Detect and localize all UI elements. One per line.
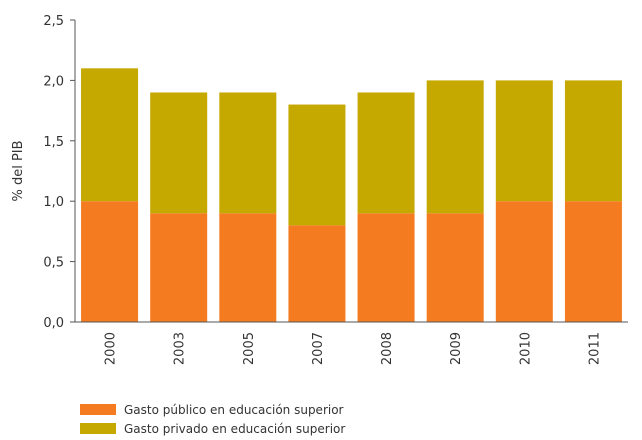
y-tick-label: 1,0 — [43, 195, 64, 210]
y-tick-label: 2,0 — [43, 74, 64, 89]
bar-public-2008 — [357, 213, 415, 322]
legend-swatch-public — [80, 404, 116, 415]
y-tick-label: 2,5 — [43, 14, 64, 29]
legend-label-public: Gasto público en educación superior — [124, 402, 344, 417]
bar-public-2005 — [219, 213, 277, 322]
y-tick-label: 1,5 — [43, 135, 64, 150]
bar-private-2011 — [564, 80, 622, 202]
x-tick-label: 2011 — [587, 332, 602, 365]
x-tick-label: 2007 — [311, 332, 326, 365]
chart-plot: 0,0 0,5 1,0 1,5 2,0 2,5 2000 2003 2005 2007 2008 2… — [11, 14, 628, 365]
x-tick-label: 2003 — [173, 332, 188, 365]
y-axis-label: % del PIB — [11, 140, 26, 201]
bar-public-2000 — [81, 201, 139, 322]
x-tick-label: 2010 — [518, 332, 533, 365]
bar-private-2007 — [288, 104, 346, 226]
bar-private-2003 — [150, 92, 208, 214]
x-tick-label: 2005 — [242, 332, 257, 365]
legend: Gasto público en educación superior Gast… — [80, 400, 345, 438]
y-tick-label: 0,0 — [43, 316, 64, 331]
legend-item-private: Gasto privado en educación superior — [80, 419, 345, 438]
legend-label-private: Gasto privado en educación superior — [124, 421, 346, 436]
x-tick-label: 2000 — [104, 332, 119, 365]
legend-swatch-private — [80, 423, 116, 434]
bar-private-2008 — [357, 92, 415, 214]
x-tick-label: 2008 — [380, 332, 395, 365]
bar-public-2003 — [150, 213, 208, 322]
bar-private-2005 — [219, 92, 277, 214]
bar-public-2011 — [564, 201, 622, 322]
bar-public-2010 — [495, 201, 553, 322]
bar-private-2009 — [426, 80, 484, 214]
bar-public-2007 — [288, 225, 346, 322]
y-tick-label: 0,5 — [43, 256, 64, 271]
x-tick-label: 2009 — [449, 332, 464, 365]
bar-private-2010 — [495, 80, 553, 202]
bar-private-2000 — [81, 68, 139, 202]
legend-item-public: Gasto público en educación superior — [80, 400, 345, 419]
bar-public-2009 — [426, 213, 484, 322]
